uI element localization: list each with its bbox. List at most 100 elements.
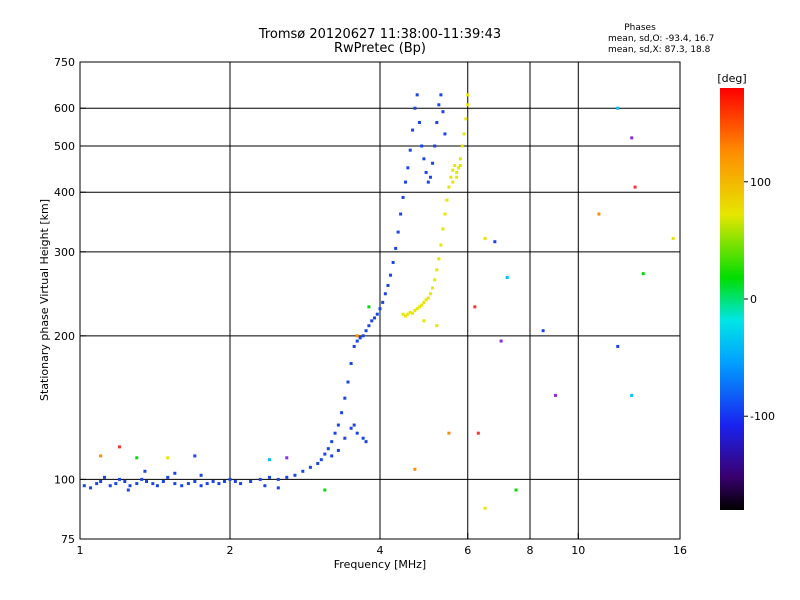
data-point-X	[455, 175, 459, 179]
data-point-scatter	[447, 431, 451, 435]
data-point-scatter	[355, 334, 359, 338]
data-point-X	[428, 292, 432, 296]
data-point-O	[223, 479, 227, 483]
data-point-X	[462, 132, 466, 136]
data-point-O	[151, 482, 155, 486]
data-point-X	[457, 166, 461, 170]
data-point-O	[239, 482, 243, 486]
data-point-O	[173, 471, 177, 475]
data-point-O	[413, 106, 417, 110]
data-point-X	[413, 308, 417, 312]
data-point-O	[389, 273, 393, 277]
x-tick-label: 8	[527, 544, 534, 557]
data-point-scatter	[117, 445, 121, 449]
data-points	[82, 93, 675, 510]
data-point-O	[370, 319, 374, 323]
data-point-X	[435, 324, 439, 328]
phases-x-line: mean, sd,X: 87.3, 18.8	[608, 45, 711, 55]
data-point-scatter	[135, 456, 139, 460]
y-axis-ticks: 75 100 200 300 400 500 600 750	[54, 56, 86, 546]
x-axis-label: Frequency [MHz]	[334, 558, 426, 571]
chart-subtitle: RwPretec (Bp)	[334, 41, 426, 56]
data-point-O	[408, 148, 412, 152]
data-point-X	[458, 164, 462, 168]
data-point-X	[449, 175, 453, 179]
data-point-X	[424, 298, 428, 302]
data-point-scatter	[630, 136, 634, 140]
data-point-O	[249, 479, 253, 483]
data-point-O	[301, 469, 305, 473]
data-point-scatter	[671, 236, 675, 240]
data-point-X	[417, 305, 421, 309]
data-point-O	[161, 479, 165, 483]
data-point-X	[455, 170, 459, 174]
data-point-X	[439, 243, 443, 247]
data-point-O	[403, 180, 407, 184]
data-point-scatter	[473, 305, 477, 309]
data-point-X	[458, 157, 462, 161]
data-point-scatter	[267, 458, 271, 462]
data-point-O	[435, 121, 439, 125]
data-point-scatter	[99, 454, 103, 458]
data-point-scatter	[616, 106, 620, 110]
data-point-O	[381, 300, 385, 304]
data-point-O	[108, 484, 112, 488]
data-point-O	[233, 479, 237, 483]
data-point-scatter	[541, 329, 545, 333]
data-point-X	[437, 257, 441, 261]
colorbar-tick-label: 100	[750, 176, 771, 189]
colorbar-tick-label: -100	[750, 410, 775, 423]
data-point-X	[420, 303, 424, 307]
data-point-O	[411, 128, 415, 132]
data-point-O	[99, 479, 103, 483]
data-point-O	[128, 484, 132, 488]
data-point-O	[346, 380, 350, 384]
data-point-X	[466, 93, 470, 97]
data-point-O	[349, 361, 353, 365]
y-tick-label: 750	[54, 56, 75, 69]
data-point-O	[180, 484, 184, 488]
data-point-O	[276, 477, 280, 481]
data-point-O	[193, 479, 197, 483]
x-tick-label: 16	[673, 544, 687, 557]
data-point-O	[166, 475, 170, 479]
data-point-O	[114, 482, 118, 486]
data-point-O	[426, 180, 430, 184]
data-point-O	[364, 440, 368, 444]
data-point-O	[433, 144, 437, 148]
data-point-O	[422, 157, 426, 161]
data-point-O	[117, 477, 121, 481]
y-tick-label: 400	[54, 186, 75, 199]
data-point-X	[451, 168, 455, 172]
data-point-O	[406, 166, 410, 170]
data-point-X	[447, 185, 451, 189]
data-point-O	[89, 486, 93, 490]
data-point-scatter	[483, 236, 487, 240]
data-point-O	[364, 329, 368, 333]
data-point-X	[441, 227, 445, 231]
data-point-scatter	[499, 339, 503, 343]
data-point-O	[336, 423, 340, 427]
data-point-scatter	[367, 305, 371, 309]
data-point-O	[199, 473, 203, 477]
chart-title: Tromsø 20120627 11:38:00-11:39:43	[258, 27, 501, 42]
data-point-O	[352, 423, 356, 427]
data-point-X	[433, 278, 437, 282]
data-point-O	[343, 436, 347, 440]
data-point-scatter	[483, 506, 487, 510]
data-point-O	[103, 475, 107, 479]
data-point-O	[437, 103, 441, 107]
data-point-O	[355, 431, 359, 435]
data-point-O	[186, 482, 190, 486]
data-point-O	[361, 334, 365, 338]
data-point-O	[358, 336, 362, 340]
data-point-X	[411, 311, 415, 315]
y-tick-label: 100	[54, 473, 75, 486]
y-tick-label: 300	[54, 246, 75, 259]
data-point-O	[95, 482, 99, 486]
data-point-O	[285, 475, 289, 479]
data-point-O	[340, 411, 344, 415]
data-point-scatter	[493, 240, 497, 244]
data-point-O	[145, 479, 149, 483]
data-point-O	[267, 475, 271, 479]
